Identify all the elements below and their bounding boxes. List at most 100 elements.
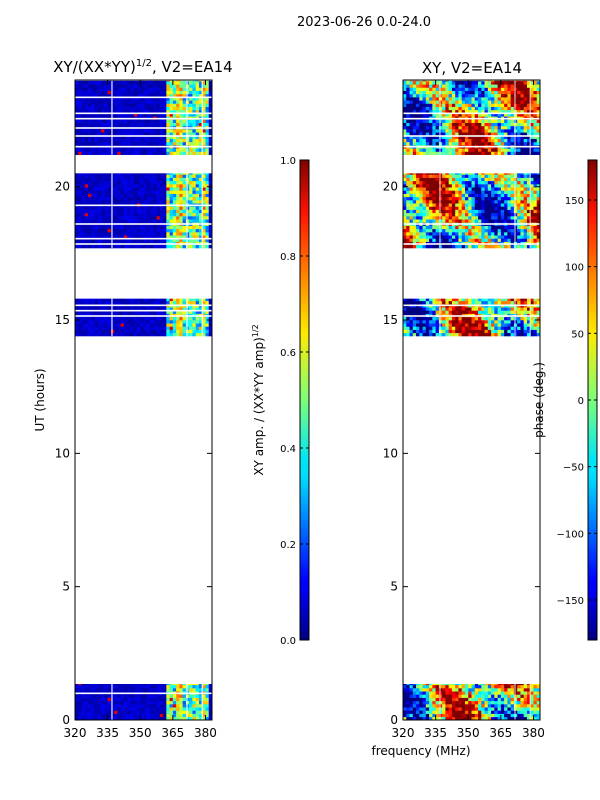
heatmap-cell — [130, 119, 135, 123]
heatmap-cell — [84, 298, 89, 302]
heatmap-cell — [500, 206, 505, 210]
heatmap-cell — [75, 310, 79, 314]
heatmap-cell — [91, 173, 95, 175]
heatmap-cell — [419, 200, 423, 204]
heatmap-cell — [419, 184, 423, 188]
heatmap-cell — [150, 80, 154, 82]
heatmap-cell — [153, 219, 157, 223]
heatmap-cell — [438, 300, 443, 305]
heatmap-cell — [455, 694, 459, 698]
heatmap-cell — [412, 326, 417, 330]
heatmap-cell — [97, 710, 102, 714]
heatmap-cell — [504, 187, 508, 191]
heatmap-cell — [159, 106, 164, 111]
heatmap-cell — [159, 316, 164, 321]
heatmap-cell — [97, 310, 102, 314]
amplitude-colorbar-ticks: 0.00.20.40.60.81.0 — [280, 156, 309, 647]
heatmap-cell — [153, 80, 157, 82]
heatmap-cell — [88, 684, 92, 686]
heatmap-cell — [136, 206, 141, 210]
heatmap-cell — [195, 697, 200, 702]
heatmap-cell — [481, 700, 485, 705]
heatmap-cell — [136, 113, 141, 117]
heatmap-cell — [487, 684, 492, 689]
heatmap-cell — [110, 148, 115, 152]
heatmap-cell — [143, 694, 148, 698]
heatmap-cell — [146, 209, 151, 214]
heatmap-cell — [156, 307, 161, 311]
heatmap-cell — [117, 87, 122, 91]
heatmap-cell — [530, 310, 534, 314]
heatmap-cell — [533, 196, 538, 201]
heatmap-cell — [101, 228, 105, 233]
heatmap-cell — [484, 244, 489, 249]
heatmap-cell — [409, 323, 414, 327]
heatmap-cell — [451, 298, 456, 302]
heatmap-cell — [416, 190, 420, 194]
heatmap-cell — [504, 697, 508, 702]
heatmap-cell — [182, 300, 187, 305]
heatmap-cell — [202, 704, 206, 708]
heatmap-cell — [81, 316, 86, 321]
heatmap-cell — [202, 180, 206, 185]
heatmap-cell — [461, 326, 466, 330]
heatmap-cell — [416, 684, 420, 686]
heatmap-cell — [205, 716, 210, 721]
heatmap-cell — [182, 81, 187, 85]
heatmap-cell — [484, 203, 489, 207]
heatmap-cell — [156, 697, 161, 702]
heatmap-cell — [143, 320, 148, 324]
heatmap-cell — [471, 684, 476, 689]
heatmap-cell — [189, 332, 193, 337]
heatmap-cell — [114, 238, 118, 242]
heatmap-cell — [523, 238, 528, 242]
heatmap-cell — [78, 100, 82, 104]
heatmap-cell — [81, 232, 86, 236]
heatmap-cell — [520, 228, 525, 233]
heatmap-cell — [205, 219, 210, 223]
heatmap-cell — [75, 190, 79, 194]
heatmap-cell — [530, 193, 534, 198]
heatmap-cell — [425, 710, 430, 714]
heatmap-cell — [533, 209, 538, 214]
heatmap-cell — [530, 300, 534, 305]
heatmap-cell — [127, 135, 131, 139]
heatmap-cell — [156, 193, 161, 198]
heatmap-cell — [458, 209, 463, 214]
heatmap-cell — [110, 122, 115, 127]
heatmap-cell — [425, 697, 430, 702]
heatmap-cell — [198, 307, 203, 311]
heatmap-cell — [419, 190, 423, 194]
heatmap-cell — [478, 225, 482, 230]
panel-amplitude-title-tail: , V2=EA14 — [152, 58, 233, 76]
heatmap-cell — [172, 300, 177, 305]
heatmap-cell — [159, 704, 164, 708]
heatmap-cell — [81, 700, 86, 705]
heatmap-cell — [169, 707, 174, 711]
heatmap-cell — [110, 298, 115, 302]
heatmap-cell — [179, 119, 184, 123]
heatmap-cell — [136, 704, 141, 708]
heatmap-cell — [484, 300, 489, 305]
heatmap-cell — [208, 109, 213, 114]
heatmap-cell — [504, 203, 508, 207]
heatmap-cell — [81, 326, 86, 330]
heatmap-cell — [425, 700, 430, 705]
heatmap-cell — [159, 119, 164, 123]
heatmap-cell — [419, 716, 423, 721]
heatmap-cell — [507, 203, 512, 207]
heatmap-cell — [432, 694, 437, 698]
heatmap-cell — [189, 704, 193, 708]
heatmap-cell — [412, 219, 417, 223]
heatmap-cell — [497, 193, 502, 198]
heatmap-cell — [117, 106, 122, 111]
heatmap-cell — [166, 232, 170, 236]
heatmap-cell — [179, 332, 184, 337]
heatmap-cell — [133, 122, 138, 127]
heatmap-cell — [140, 81, 144, 85]
heatmap-cell — [75, 238, 79, 242]
heatmap-cell — [84, 106, 89, 111]
heatmap-cell — [409, 700, 414, 705]
heatmap-cell — [91, 684, 95, 689]
heatmap-cell — [438, 200, 443, 204]
